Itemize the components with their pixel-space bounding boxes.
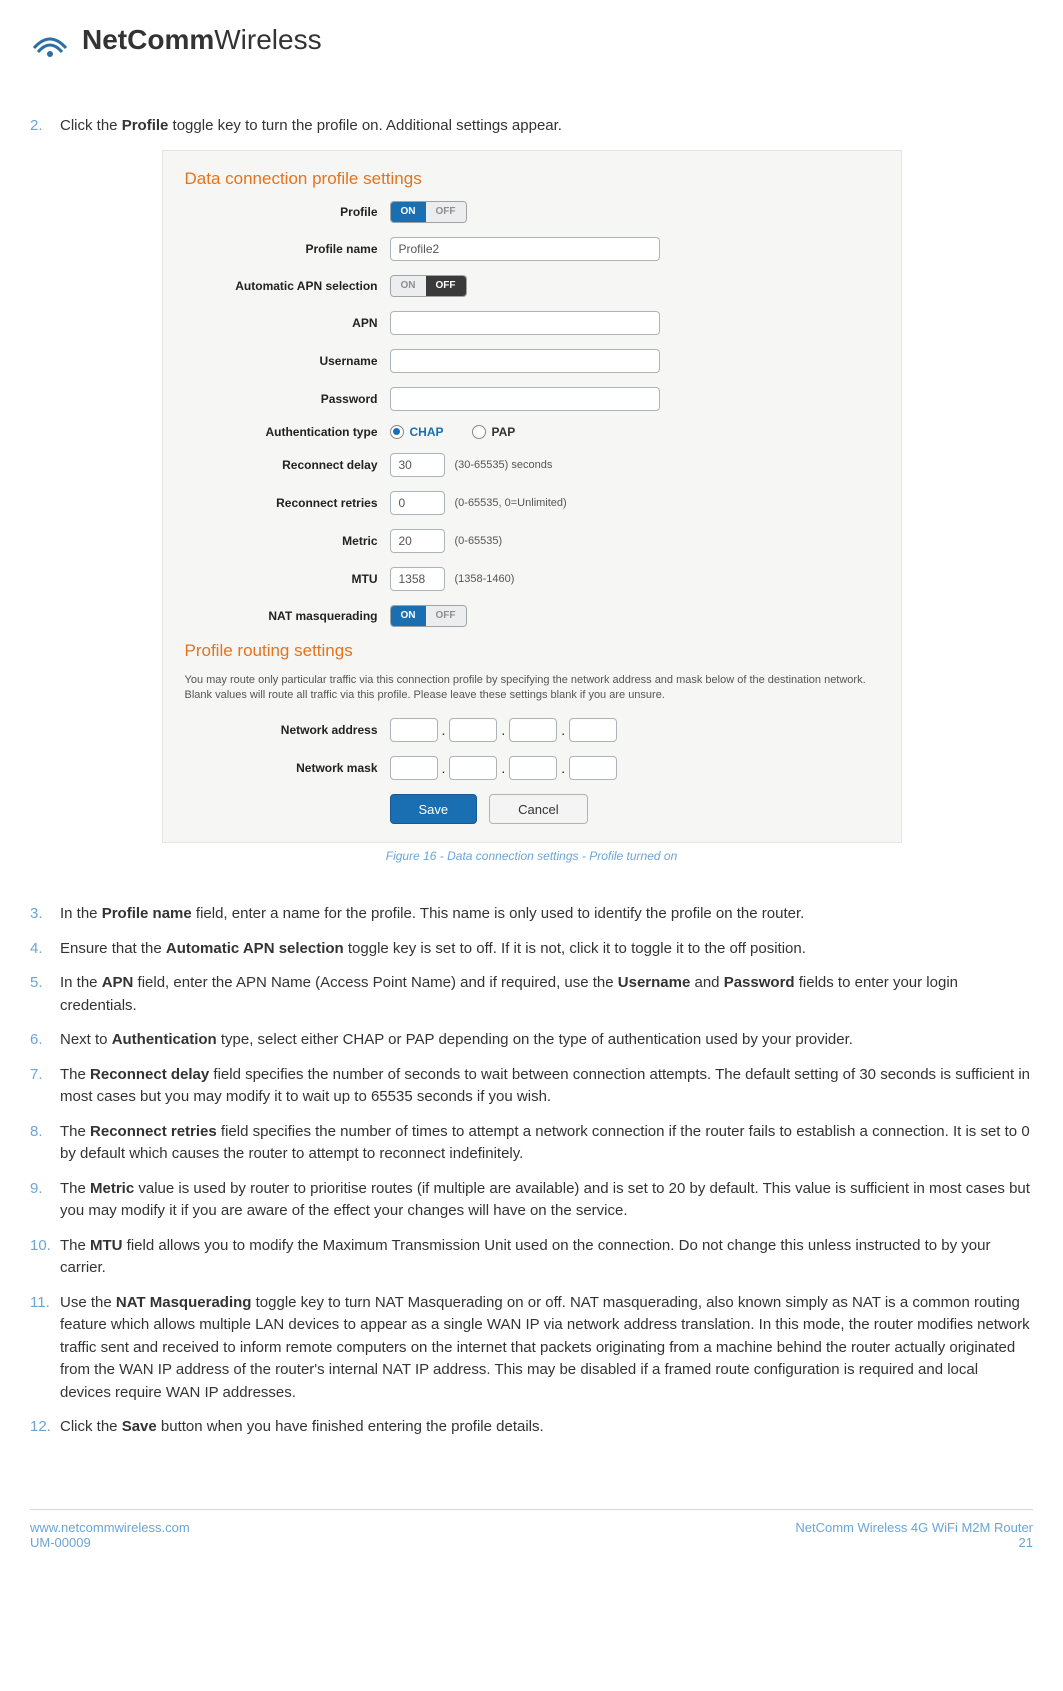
row-apn: APN: [185, 311, 879, 335]
step-6: 6.Next to Authentication type, select ei…: [30, 1029, 1033, 1052]
step-2: 2. Click the Profile toggle key to turn …: [30, 115, 1033, 138]
row-reconnect-delay: Reconnect delay (30-65535) seconds: [185, 453, 879, 477]
password-input[interactable]: [390, 387, 660, 411]
page-footer: www.netcommwireless.com UM-00009 NetComm…: [30, 1509, 1033, 1550]
username-input[interactable]: [390, 349, 660, 373]
figure-16: Data connection profile settings Profile…: [30, 150, 1033, 864]
row-profile-name: Profile name: [185, 237, 879, 261]
instruction-list: 2. Click the Profile toggle key to turn …: [30, 115, 1033, 138]
netaddr-oct2[interactable]: [449, 718, 497, 742]
step-5: 5.In the APN field, enter the APN Name (…: [30, 972, 1033, 1017]
netaddr-oct1[interactable]: [390, 718, 438, 742]
netaddr-oct3[interactable]: [509, 718, 557, 742]
brand-logo-text: NetCommWireless: [82, 24, 322, 56]
netmask-oct2[interactable]: [449, 756, 497, 780]
page-header: NetCommWireless: [30, 0, 1033, 75]
step-11: 11.Use the NAT Masquerading toggle key t…: [30, 1292, 1033, 1405]
instruction-list-continued: 3.In the Profile name field, enter a nam…: [30, 903, 1033, 1439]
row-auth-type: Authentication type CHAP PAP: [185, 425, 879, 439]
button-row: Save Cancel: [390, 794, 879, 824]
step-7: 7.The Reconnect delay field specifies th…: [30, 1064, 1033, 1109]
footer-left: www.netcommwireless.com UM-00009: [30, 1520, 190, 1550]
radio-icon: [472, 425, 486, 439]
footer-doc-id: UM-00009: [30, 1535, 190, 1550]
cancel-button[interactable]: Cancel: [489, 794, 587, 824]
netaddr-oct4[interactable]: [569, 718, 617, 742]
save-button[interactable]: Save: [390, 794, 478, 824]
auth-chap-radio[interactable]: CHAP: [390, 425, 444, 439]
step-9: 9.The Metric value is used by router to …: [30, 1178, 1033, 1223]
netmask-oct3[interactable]: [509, 756, 557, 780]
panel-title-connection: Data connection profile settings: [185, 169, 879, 189]
mtu-input[interactable]: [390, 567, 445, 591]
step-4: 4.Ensure that the Automatic APN selectio…: [30, 938, 1033, 961]
footer-page-number: 21: [795, 1535, 1033, 1550]
footer-right: NetComm Wireless 4G WiFi M2M Router 21: [795, 1520, 1033, 1550]
row-metric: Metric (0-65535): [185, 529, 879, 553]
metric-input[interactable]: [390, 529, 445, 553]
row-mtu: MTU (1358-1460): [185, 567, 879, 591]
nat-masq-toggle[interactable]: ON OFF: [390, 605, 467, 627]
row-network-address: Network address . . .: [185, 718, 879, 742]
row-nat-masq: NAT masquerading ON OFF: [185, 605, 879, 627]
auto-apn-toggle[interactable]: ON OFF: [390, 275, 467, 297]
row-auto-apn: Automatic APN selection ON OFF: [185, 275, 879, 297]
footer-url: www.netcommwireless.com: [30, 1520, 190, 1535]
step-10: 10.The MTU field allows you to modify th…: [30, 1235, 1033, 1280]
reconnect-delay-input[interactable]: [390, 453, 445, 477]
row-password: Password: [185, 387, 879, 411]
profile-name-input[interactable]: [390, 237, 660, 261]
routing-description: You may route only particular traffic vi…: [185, 673, 879, 705]
auth-pap-radio[interactable]: PAP: [472, 425, 516, 439]
figure-caption: Figure 16 - Data connection settings - P…: [30, 849, 1033, 863]
footer-product: NetComm Wireless 4G WiFi M2M Router: [795, 1520, 1033, 1535]
step-3: 3.In the Profile name field, enter a nam…: [30, 903, 1033, 926]
step-12: 12.Click the Save button when you have f…: [30, 1416, 1033, 1439]
settings-screenshot: Data connection profile settings Profile…: [162, 150, 902, 844]
row-reconnect-retries: Reconnect retries (0-65535, 0=Unlimited): [185, 491, 879, 515]
step-8: 8.The Reconnect retries field specifies …: [30, 1121, 1033, 1166]
netmask-oct1[interactable]: [390, 756, 438, 780]
row-username: Username: [185, 349, 879, 373]
row-profile: Profile ON OFF: [185, 201, 879, 223]
row-network-mask: Network mask . . .: [185, 756, 879, 780]
brand-logo-icon: [30, 20, 70, 60]
reconnect-retries-input[interactable]: [390, 491, 445, 515]
apn-input[interactable]: [390, 311, 660, 335]
netmask-oct4[interactable]: [569, 756, 617, 780]
panel-title-routing: Profile routing settings: [185, 641, 879, 661]
profile-toggle[interactable]: ON OFF: [390, 201, 467, 223]
radio-icon: [390, 425, 404, 439]
